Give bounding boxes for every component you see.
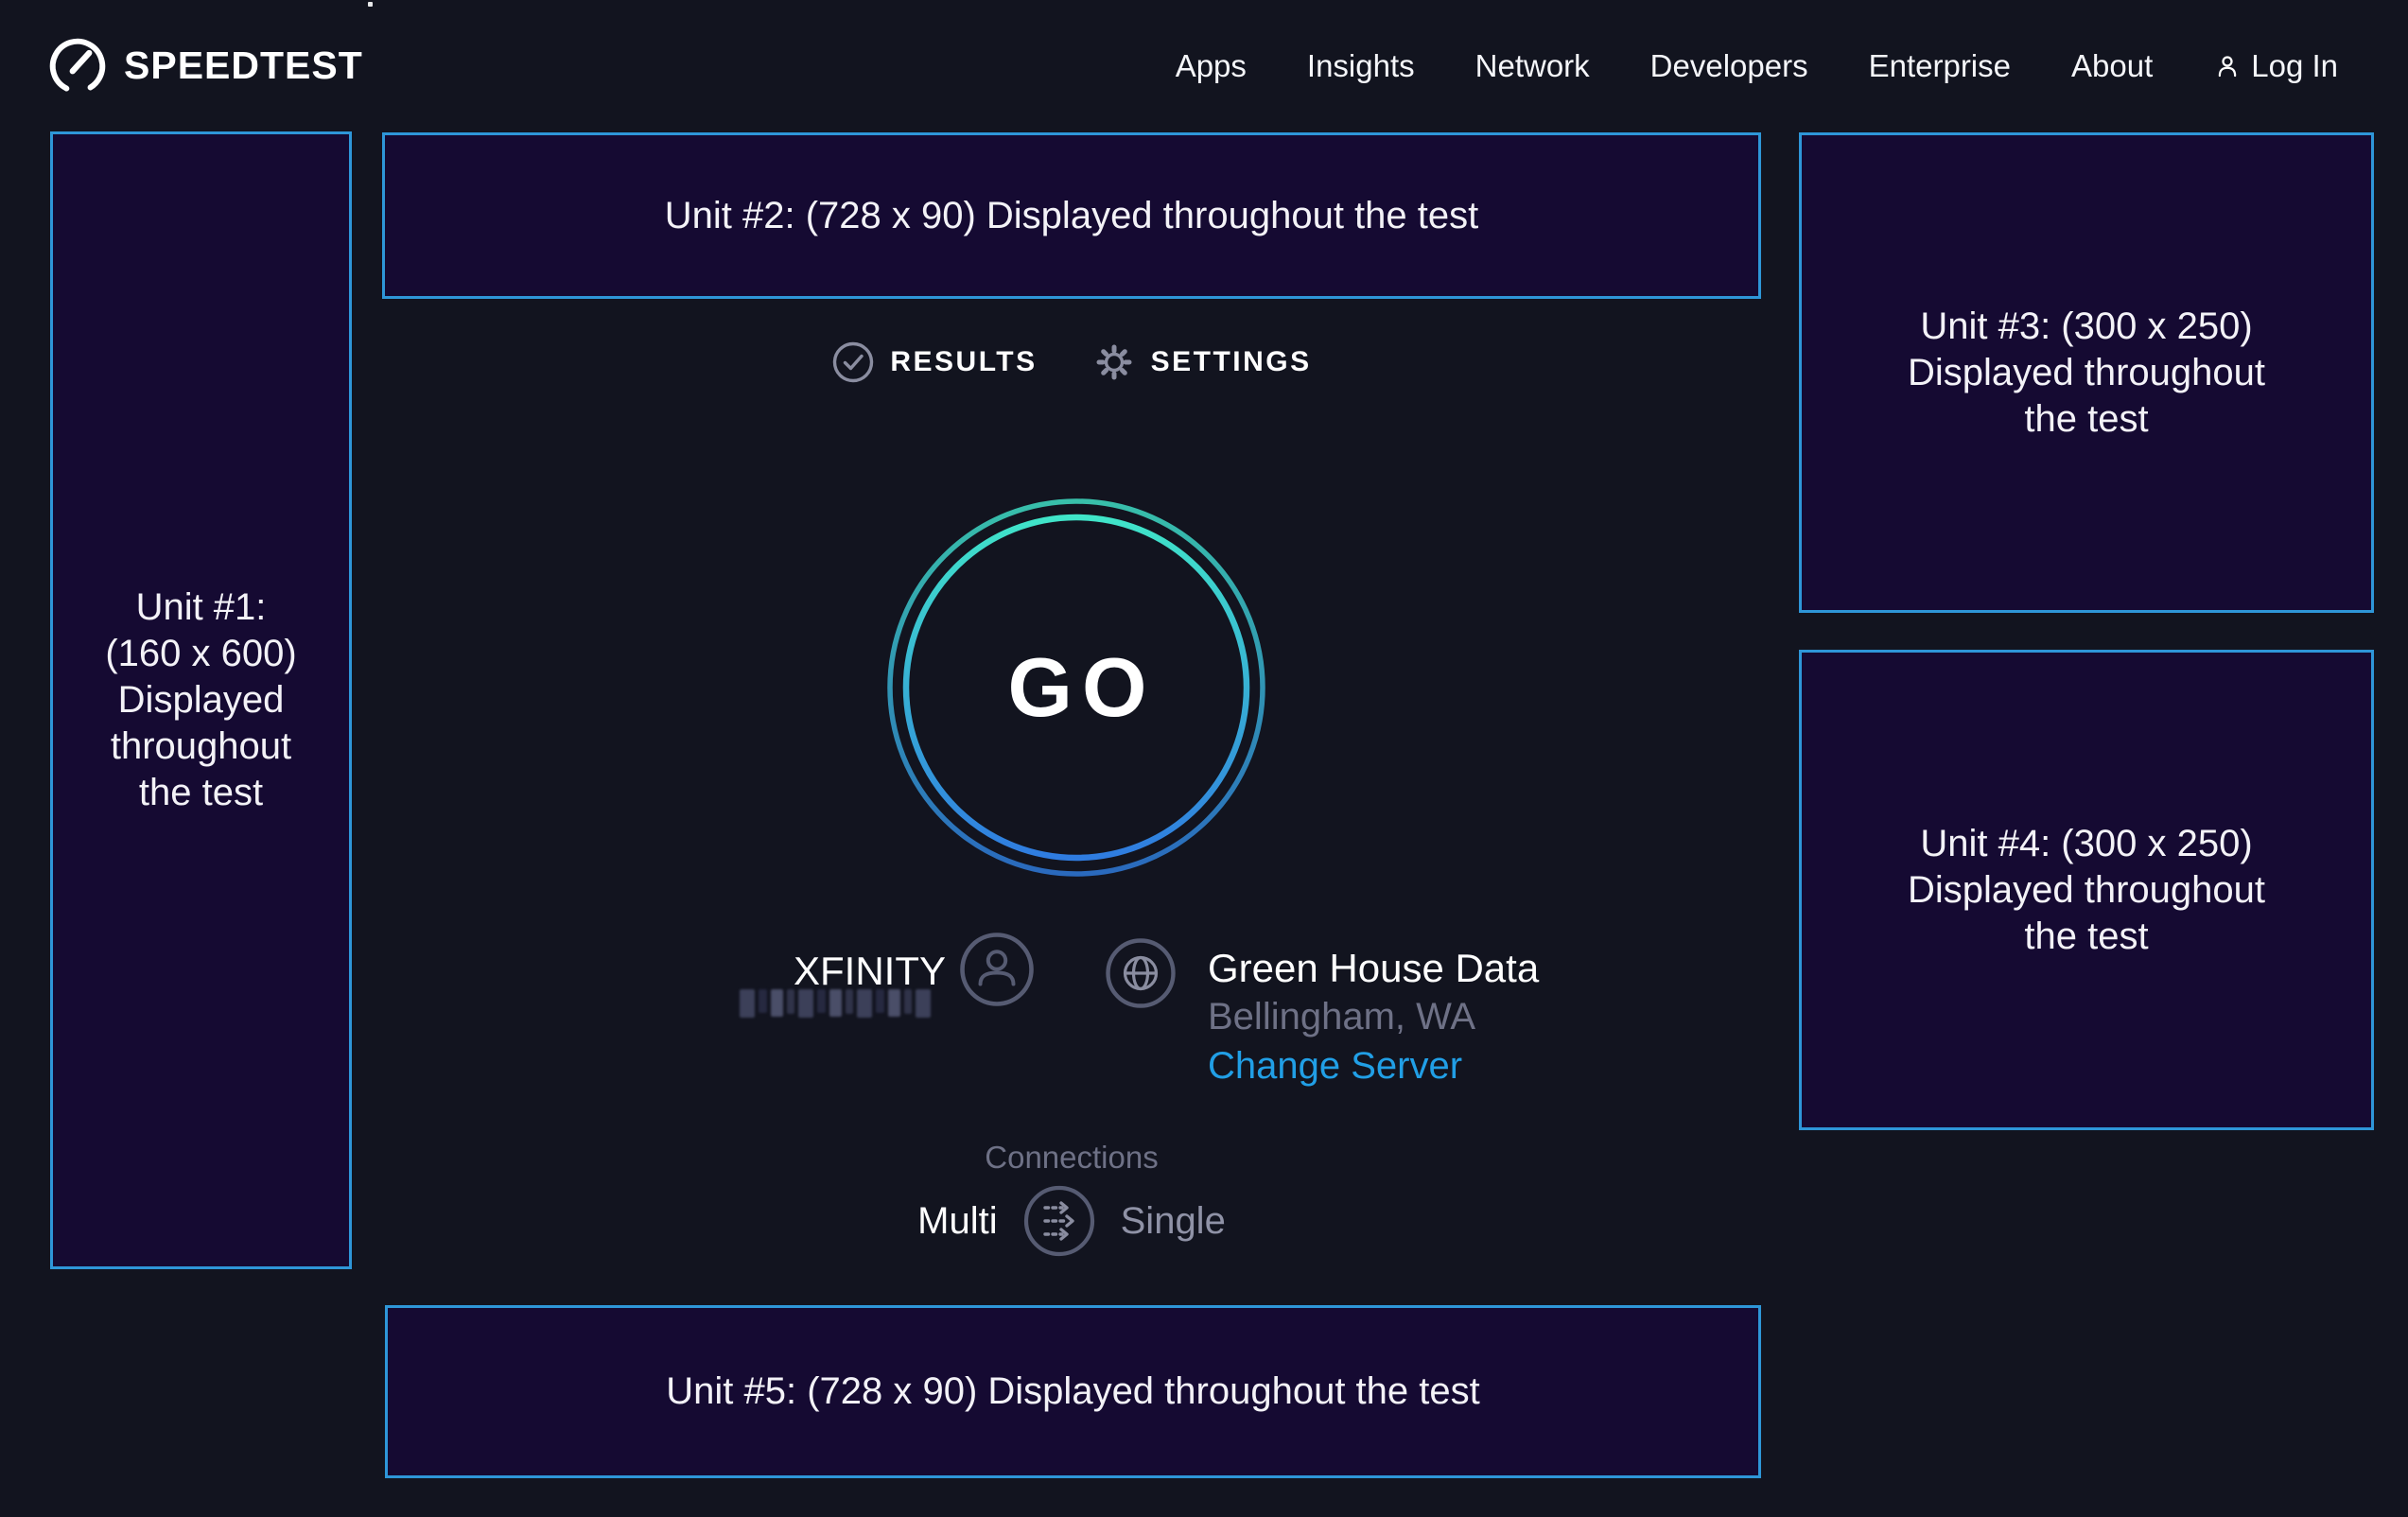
nav-item-about[interactable]: About bbox=[2071, 47, 2154, 83]
tab-settings-label: SETTINGS bbox=[1150, 346, 1312, 377]
main-navigation: Apps Insights Network Developers Enterpr… bbox=[1176, 0, 2338, 131]
change-server-link[interactable]: Change Server bbox=[1208, 1045, 1463, 1087]
gear-icon bbox=[1096, 344, 1132, 380]
user-circle-icon bbox=[960, 933, 1034, 1006]
ad-unit-1-skyscraper[interactable]: Unit #1: (160 x 600) Displayed throughou… bbox=[50, 131, 352, 1269]
nav-item-developers[interactable]: Developers bbox=[1649, 47, 1808, 83]
logo-wordmark: SPEEDTEST bbox=[124, 44, 363, 87]
results-settings-tabs: RESULTS SETTINGS bbox=[382, 340, 1761, 384]
connections-label: Connections bbox=[985, 1140, 1159, 1175]
multi-connection-option[interactable]: Multi bbox=[917, 1199, 998, 1242]
login-button[interactable]: Log In bbox=[2213, 48, 2338, 84]
nav-item-apps[interactable]: Apps bbox=[1175, 47, 1247, 83]
isp-name: XFINITY bbox=[793, 949, 946, 993]
go-button-label: GO bbox=[1007, 640, 1157, 734]
server-location: Bellingham, WA bbox=[1208, 996, 1476, 1037]
speedtest-logo[interactable]: SPEEDTEST bbox=[44, 0, 373, 131]
top-nav-bar: SPEEDTEST Apps Insights Network Develope… bbox=[0, 0, 2408, 131]
ad-unit-2-leaderboard[interactable]: Unit #2: (728 x 90) Displayed throughout… bbox=[382, 132, 1761, 299]
check-circle-icon bbox=[833, 341, 874, 383]
tab-results-label: RESULTS bbox=[890, 346, 1038, 377]
connection-mode-toggle: Multi Single bbox=[382, 1184, 1761, 1258]
ad-unit-5-leaderboard[interactable]: Unit #5: (728 x 90) Displayed throughout… bbox=[385, 1305, 1761, 1478]
ad-unit-5-text: Unit #5: (728 x 90) Displayed throughout… bbox=[666, 1370, 1480, 1412]
globe-circle-icon bbox=[1106, 938, 1176, 1008]
multi-arrows-toggle-icon[interactable] bbox=[1022, 1184, 1096, 1258]
nav-item-enterprise[interactable]: Enterprise bbox=[1868, 47, 2011, 83]
ad-unit-3-text: Unit #3: (300 x 250) Displayed throughou… bbox=[1907, 305, 2266, 440]
login-label: Log In bbox=[2251, 47, 2338, 83]
ad-unit-4-rectangle[interactable]: Unit #4: (300 x 250) Displayed throughou… bbox=[1799, 650, 2374, 1130]
go-button[interactable]: GO bbox=[876, 487, 1277, 888]
speedometer-gauge-icon bbox=[49, 38, 106, 94]
server-badge bbox=[1105, 937, 1177, 1014]
tab-settings[interactable]: SETTINGS bbox=[1092, 340, 1312, 384]
isp-badge bbox=[959, 932, 1035, 1012]
server-name: Green House Data bbox=[1208, 946, 1540, 990]
go-button-rings bbox=[887, 498, 1265, 877]
ad-unit-3-rectangle[interactable]: Unit #3: (300 x 250) Displayed throughou… bbox=[1799, 132, 2374, 613]
nav-item-network[interactable]: Network bbox=[1474, 47, 1590, 83]
censored-ip-address bbox=[740, 989, 931, 1020]
ad-unit-1-text: Unit #1: (160 x 600) Displayed throughou… bbox=[105, 586, 297, 813]
person-icon bbox=[2219, 55, 2237, 77]
logo-trademark-dot bbox=[367, 2, 373, 7]
nav-item-insights[interactable]: Insights bbox=[1306, 47, 1415, 83]
ad-unit-4-text: Unit #4: (300 x 250) Displayed throughou… bbox=[1907, 822, 2266, 957]
ad-unit-2-text: Unit #2: (728 x 90) Displayed throughout… bbox=[664, 194, 1479, 236]
single-connection-option[interactable]: Single bbox=[1120, 1199, 1226, 1242]
tab-results[interactable]: RESULTS bbox=[831, 340, 1037, 384]
